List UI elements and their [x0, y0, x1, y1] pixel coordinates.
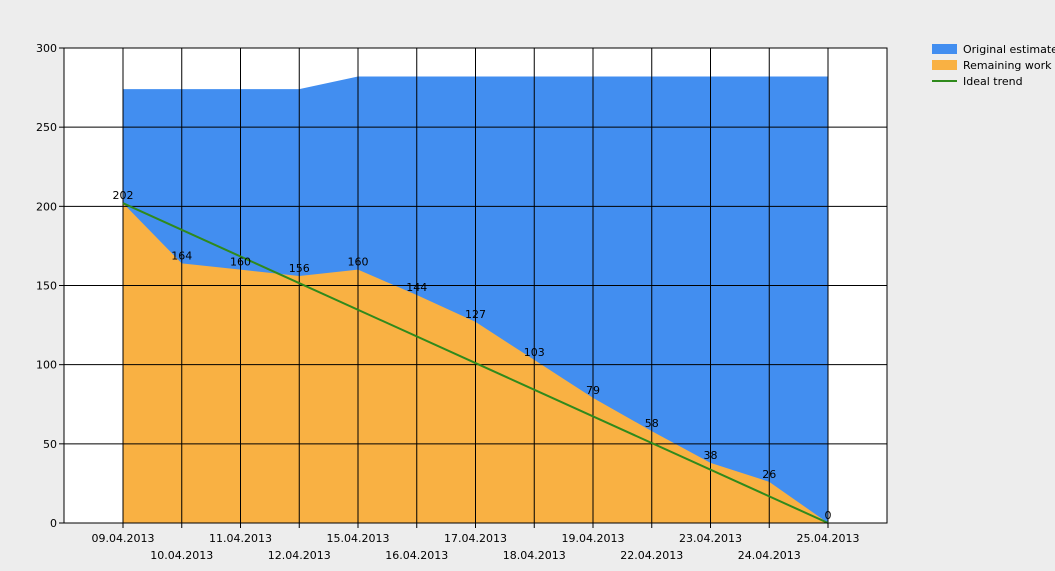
- original-estimate-legend-swatch: [932, 44, 957, 54]
- legend-label: Ideal trend: [963, 75, 1023, 88]
- data-label: 38: [704, 449, 718, 462]
- legend-label: Original estimate: [963, 43, 1055, 56]
- data-label: 26: [762, 468, 776, 481]
- data-label: 144: [406, 281, 427, 294]
- remaining-work-legend-swatch: [932, 60, 957, 70]
- data-labels: 202 164 160 156 160 144 127 103 79 58 38 26 0: [113, 189, 832, 522]
- y-tick-label: 150: [36, 280, 57, 293]
- y-tick-label: 50: [43, 438, 57, 451]
- x-tick-label: 22.04.2013: [620, 549, 683, 562]
- x-tick-label: 16.04.2013: [385, 549, 448, 562]
- data-label: 79: [586, 384, 600, 397]
- data-label: 0: [825, 509, 832, 522]
- x-tick-label: 25.04.2013: [797, 532, 860, 545]
- x-tick-label: 23.04.2013: [679, 532, 742, 545]
- y-tick-label: 250: [36, 121, 57, 134]
- x-tick-label: 17.04.2013: [444, 532, 507, 545]
- x-tick-label: 24.04.2013: [738, 549, 801, 562]
- grid-lines: [64, 47, 887, 523]
- legend: Original estimate Remaining work Ideal tre…: [932, 43, 1055, 88]
- x-tick-label: 09.04.2013: [92, 532, 155, 545]
- data-label: 160: [230, 256, 251, 269]
- y-tick-label: 0: [50, 517, 57, 530]
- data-label: 164: [171, 249, 192, 262]
- data-label: 58: [645, 417, 659, 430]
- axes: [59, 47, 888, 528]
- x-tick-label: 18.04.2013: [503, 549, 566, 562]
- data-label: 160: [348, 256, 369, 269]
- y-tick-label: 200: [36, 200, 57, 213]
- data-label: 103: [524, 346, 545, 359]
- x-tick-label: 12.04.2013: [268, 549, 331, 562]
- y-tick-label: 100: [36, 359, 57, 372]
- legend-label: Remaining work: [963, 59, 1052, 72]
- x-tick-label: 19.04.2013: [562, 532, 625, 545]
- data-label: 202: [113, 189, 134, 202]
- x-tick-label: 11.04.2013: [209, 532, 272, 545]
- ideal-trend-series: [122, 202, 829, 524]
- ideal-trend-line: [122, 202, 829, 524]
- x-tick-label: 10.04.2013: [150, 549, 213, 562]
- x-axis-tick-labels: 09.04.2013 10.04.2013 11.04.2013 12.04.2013…: [92, 532, 860, 562]
- data-label: 156: [289, 262, 310, 275]
- data-label: 127: [465, 308, 486, 321]
- y-axis-tick-labels: 0 50 100 150 200 250 300: [36, 42, 57, 530]
- y-tick-label: 300: [36, 42, 57, 55]
- x-tick-label: 15.04.2013: [327, 532, 390, 545]
